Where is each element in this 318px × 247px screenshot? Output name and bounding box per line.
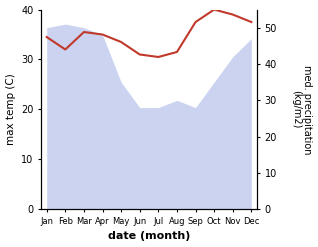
Y-axis label: max temp (C): max temp (C) — [5, 74, 16, 145]
X-axis label: date (month): date (month) — [108, 231, 190, 242]
Y-axis label: med. precipitation
(kg/m2): med. precipitation (kg/m2) — [291, 65, 313, 154]
